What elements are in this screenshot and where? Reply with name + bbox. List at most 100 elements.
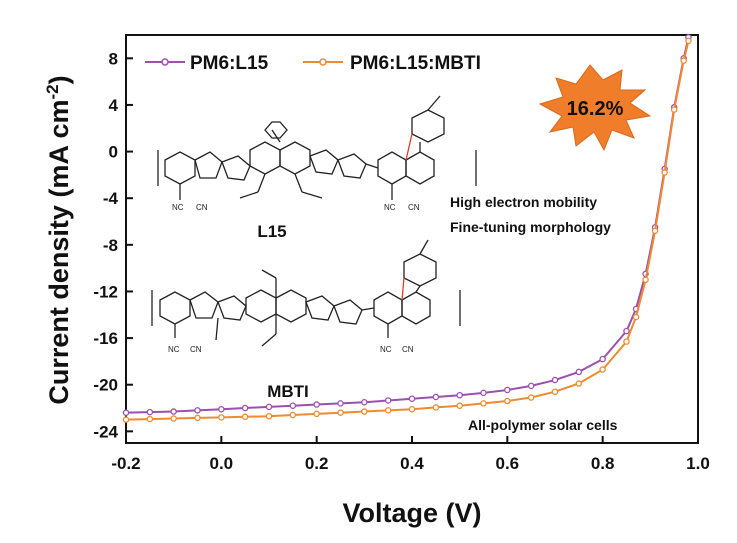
l15-ring-6 [309, 149, 339, 175]
y-tick-label: -16 [93, 329, 118, 348]
series-0-point [361, 398, 368, 406]
mbti-chain-2 [261, 269, 277, 279]
mbti-ring-7 [333, 299, 363, 325]
l15-chain-7 [427, 95, 441, 111]
mbti-ring-6 [305, 295, 335, 321]
series-0-point [313, 401, 320, 408]
series-0-point [289, 402, 297, 409]
mbti-ring-9 [401, 291, 431, 325]
series-1-point [599, 366, 606, 373]
mbti-bond-2 [415, 285, 421, 293]
series-1-point [432, 404, 440, 411]
l15-bond-3 [271, 129, 281, 143]
molecule-label-l15: L15 [257, 222, 286, 241]
series-1-point [384, 407, 392, 414]
series-1-point [408, 405, 416, 413]
legend: PM6:L15 PM6:L15:MBTI [145, 53, 481, 74]
atom-label-cn-2: CN [196, 203, 208, 212]
l15-ring-2 [194, 151, 223, 179]
atom-label-cn-3: NC [384, 203, 396, 212]
x-tick-label: 0.0 [210, 454, 234, 473]
series-1-point [575, 380, 583, 387]
series-1-point [218, 414, 225, 421]
series-1-point [241, 413, 249, 421]
annotation-all-polymer: All-polymer solar cells [468, 417, 618, 433]
series-1-point [661, 169, 668, 176]
annotation-mobility: High electron mobility [450, 194, 597, 210]
mbti-ring-1 [159, 291, 191, 325]
legend-marker-l15 [161, 58, 169, 66]
l15-ring-9 [405, 151, 435, 185]
l15-structure-drawing [157, 95, 477, 200]
series-0-point [432, 393, 440, 401]
l15-ring-1 [164, 151, 196, 185]
y-tick-label: -20 [93, 376, 118, 395]
efficiency-badge: 16.2% [538, 64, 652, 152]
series-0-point [194, 407, 201, 414]
series-1-point [194, 414, 201, 422]
series-0-point [575, 368, 583, 376]
x-tick-label: 0.6 [496, 454, 520, 473]
l15-red-bond [405, 133, 413, 161]
series-0-point [122, 409, 130, 416]
mbti-chain-5 [215, 317, 219, 341]
atom-label-cn-6: CN [190, 345, 202, 354]
y-tick-label: 8 [109, 49, 118, 68]
series-1-point [361, 408, 368, 415]
legend-label-mbti: PM6:L15:MBTI [350, 53, 481, 74]
l15-bond-1 [365, 163, 379, 169]
x-axis-label: Voltage (V) [342, 498, 481, 528]
atom-label-cn-8: CN [402, 345, 414, 354]
annotation-morphology: Fine-tuning morphology [450, 219, 611, 235]
series-1-point [527, 394, 535, 401]
mbti-ring-8 [373, 291, 403, 325]
series-1-point [651, 227, 659, 235]
series-0-point [504, 386, 511, 394]
y-tick-label: 4 [109, 96, 119, 115]
legend-label-l15: PM6:L15 [190, 53, 269, 74]
series-1-point [551, 388, 559, 395]
y-tick-label: -8 [103, 236, 118, 255]
series-0-point [551, 376, 559, 384]
series-0-point [218, 405, 225, 413]
mbti-ring-3 [217, 295, 247, 321]
y-tick-label: -4 [103, 189, 119, 208]
series-1-point [632, 313, 640, 321]
series-1-point [456, 402, 463, 409]
series-0-point [265, 403, 273, 411]
l15-ring-3 [221, 155, 251, 181]
x-tick-label: 1.0 [686, 454, 710, 473]
l15-ring-7 [337, 153, 367, 179]
x-tick-label: 0.2 [305, 454, 329, 473]
series-0-point [337, 400, 344, 407]
mbti-ring-5 [275, 289, 307, 323]
series-0-point [170, 408, 177, 415]
series-0-point [408, 395, 416, 402]
series-0-point [623, 327, 630, 335]
atom-label-cn-1: NC [172, 203, 184, 212]
series-1-point [623, 338, 630, 345]
series-1-point [289, 411, 297, 419]
atom-label-cn-5: NC [168, 345, 180, 354]
mbti-structure-drawing [151, 239, 461, 347]
x-tick-label: -0.2 [111, 454, 140, 473]
series-1-point [170, 415, 177, 422]
mbti-chain-4 [261, 333, 277, 347]
l15-chain-1 [257, 173, 266, 193]
series-1-point [504, 397, 511, 405]
x-tick-label: 0.8 [591, 454, 615, 473]
series-1-point [642, 276, 649, 284]
l15-chain-3 [294, 173, 303, 193]
legend-marker-mbti [319, 58, 327, 66]
y-tick-label: 0 [109, 143, 118, 162]
series-0-point [146, 408, 154, 416]
series-0-point [599, 355, 606, 363]
y-tick-label: -24 [93, 422, 118, 441]
series-0-point [480, 389, 487, 397]
atom-label-cn-4: CN [408, 203, 420, 212]
l15-thiadiazole [264, 121, 288, 139]
y-axis-label: Current density (mA cm-2) [43, 75, 74, 404]
l15-ring-5 [279, 141, 311, 175]
mbti-chain-8 [419, 239, 429, 255]
